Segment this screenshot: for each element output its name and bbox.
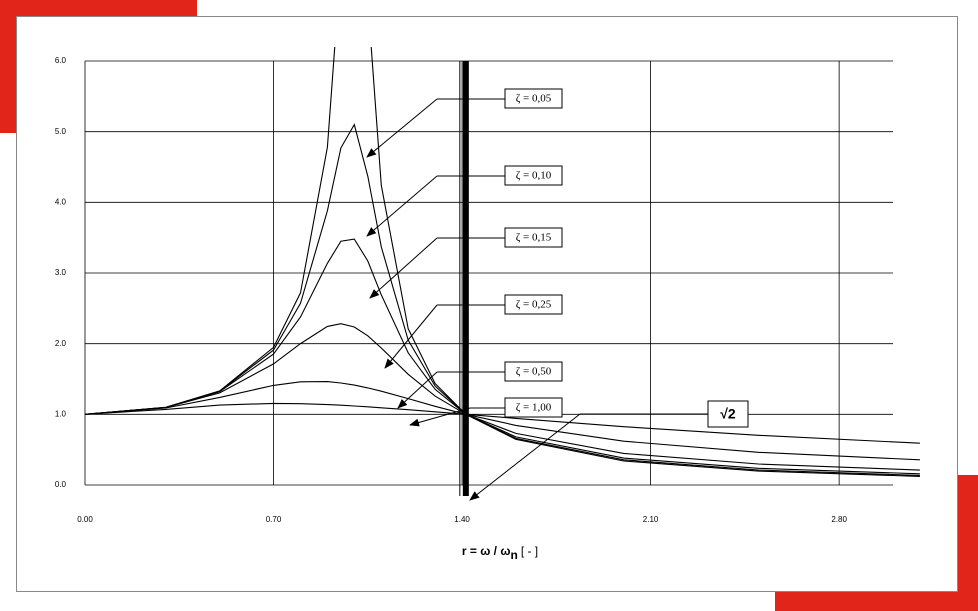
annotation-box [707, 400, 749, 428]
decor [0, 0, 17, 133]
y-tick-label: 4.0 [55, 197, 67, 206]
annotation-label: ζ = 0,15 [516, 232, 552, 244]
frame [16, 16, 958, 592]
y-tick-label: 0.0 [55, 480, 67, 489]
x-axis-label: r = ω / ωn[ - ] [462, 544, 538, 562]
y-tick-label: 3.0 [55, 268, 67, 277]
decor [958, 475, 978, 611]
x-tick-label: 1.40 [454, 515, 470, 524]
y-tick-label: 1.0 [55, 409, 67, 418]
annotation-label: ζ = 0,10 [516, 170, 552, 182]
curve [84, 402, 920, 444]
curve [84, 47, 920, 477]
x-tick-label: 0.00 [77, 515, 93, 524]
annotation-label: ζ = 0,25 [516, 299, 552, 311]
annotation-arrow [369, 237, 438, 299]
annotation-label: ζ = 0,05 [516, 93, 552, 105]
annotation-label: ζ = 1,00 [516, 402, 552, 414]
curve [84, 381, 920, 461]
annotation-arrow [366, 175, 438, 237]
annotation-arrow [384, 304, 438, 369]
decor [775, 592, 978, 611]
annotation-arrow [469, 413, 581, 501]
curve [84, 123, 920, 476]
y-tick-label: 6.0 [55, 56, 67, 65]
y-tick-label: 5.0 [55, 127, 67, 136]
x-tick-label: 2.10 [643, 515, 659, 524]
annotation-arrow [397, 371, 438, 409]
x-tick-label: 2.80 [831, 515, 847, 524]
annotation-arrow [409, 407, 471, 427]
curve [84, 238, 920, 475]
annotation-label: √2 [720, 406, 736, 422]
annotation-arrow [366, 98, 438, 158]
x-tick-label: 0.70 [266, 515, 282, 524]
curve [84, 323, 920, 471]
annotation-label: ζ = 0,50 [516, 366, 552, 378]
decor [0, 0, 197, 17]
y-tick-label: 2.0 [55, 339, 67, 348]
